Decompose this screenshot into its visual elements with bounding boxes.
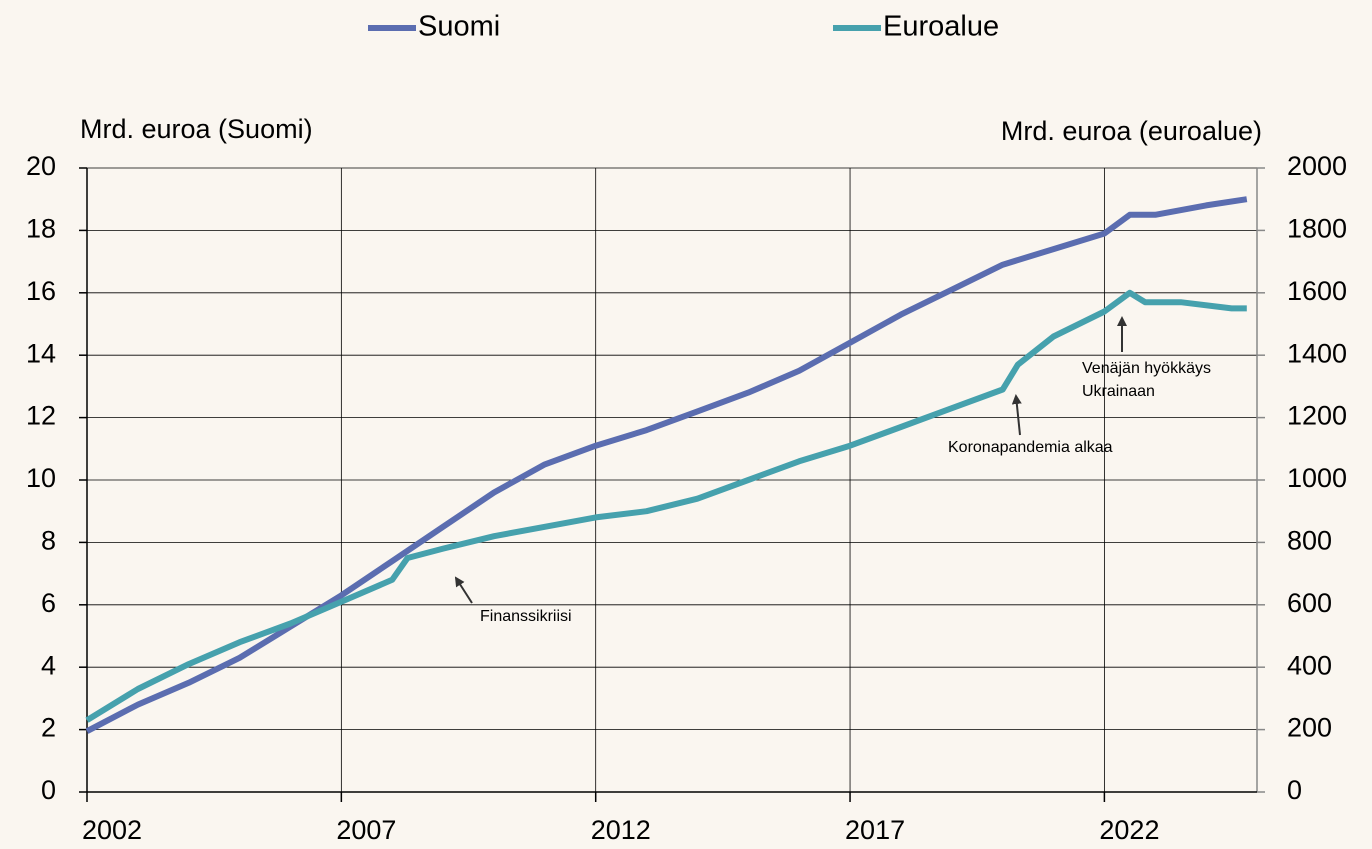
y2-tick-label: 600 bbox=[1287, 588, 1332, 618]
y2-tick-label: 1200 bbox=[1287, 401, 1347, 431]
y2-tick-label: 2000 bbox=[1287, 151, 1347, 181]
y-tick-label: 0 bbox=[41, 775, 56, 805]
y2-tick-label: 200 bbox=[1287, 713, 1332, 743]
y-tick-label: 8 bbox=[41, 526, 56, 556]
y2-tick-label: 800 bbox=[1287, 526, 1332, 556]
y2-tick-label: 1800 bbox=[1287, 214, 1347, 244]
y2-tick-label: 0 bbox=[1287, 775, 1302, 805]
x-tick-label: 2022 bbox=[1099, 815, 1159, 845]
y2-tick-label: 400 bbox=[1287, 650, 1332, 680]
annotation: Finanssikriisi bbox=[480, 608, 572, 625]
y2-tick-label: 1000 bbox=[1287, 463, 1347, 493]
y-tick-label: 12 bbox=[26, 401, 56, 431]
annotation: Koronapandemia alkaa bbox=[948, 439, 1113, 456]
y2-tick-label: 1400 bbox=[1287, 338, 1347, 368]
y-tick-label: 16 bbox=[26, 276, 56, 306]
y-tick-label: 6 bbox=[41, 588, 56, 618]
y-tick-label: 20 bbox=[26, 151, 56, 181]
x-tick-label: 2012 bbox=[591, 815, 651, 845]
y-axis-title: Mrd. euroa (Suomi) bbox=[80, 114, 313, 144]
x-tick-label: 2017 bbox=[845, 815, 905, 845]
legend-label: Suomi bbox=[418, 11, 500, 43]
annotation: Ukrainaan bbox=[1082, 383, 1155, 400]
y-tick-label: 2 bbox=[41, 713, 56, 743]
annotation-arrow bbox=[1011, 394, 1022, 436]
y-tick-label: 14 bbox=[26, 338, 56, 368]
y-tick-label: 10 bbox=[26, 463, 56, 493]
y-tick-label: 4 bbox=[41, 650, 56, 680]
x-tick-label: 2002 bbox=[82, 815, 142, 845]
y-tick-label: 18 bbox=[26, 214, 56, 244]
legend-label: Euroalue bbox=[883, 11, 999, 43]
y2-axis-title: Mrd. euroa (euroalue) bbox=[1001, 116, 1262, 146]
y2-tick-label: 1600 bbox=[1287, 276, 1347, 306]
annotation-arrow bbox=[454, 576, 473, 604]
annotation: Venäjän hyökkäys bbox=[1082, 360, 1211, 377]
x-tick-label: 2007 bbox=[336, 815, 396, 845]
plot-layer: 0246810121416182002004006008001000120014… bbox=[26, 151, 1347, 845]
series-line bbox=[85, 289, 1247, 723]
